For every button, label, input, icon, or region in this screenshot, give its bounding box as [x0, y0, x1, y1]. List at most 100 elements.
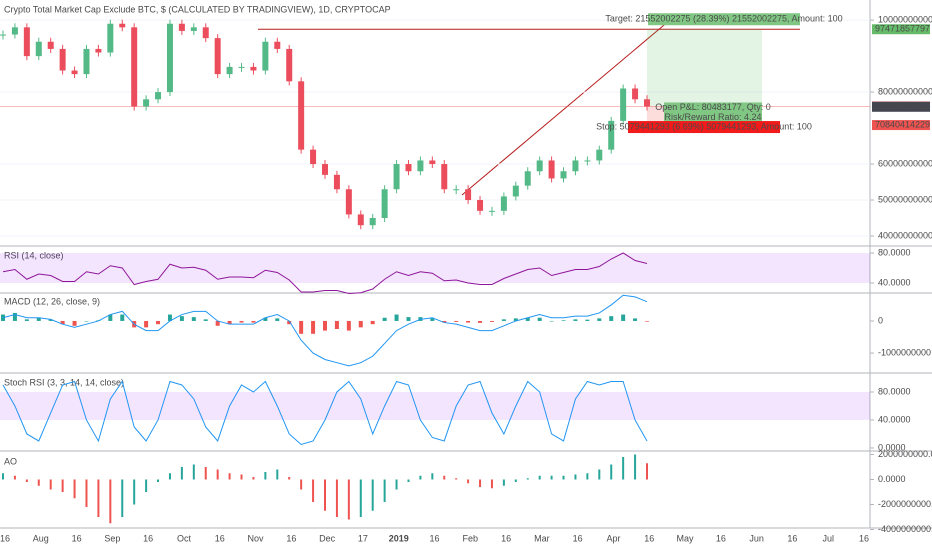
- ao-bar: [431, 473, 434, 480]
- candle: [405, 164, 412, 172]
- candle: [35, 41, 42, 57]
- candle: [512, 185, 519, 197]
- price-tag: [872, 120, 930, 131]
- candle: [429, 160, 436, 165]
- y-tick-label: -2000000000.0000: [878, 499, 932, 509]
- y-tick-label: 40.0000: [878, 277, 911, 287]
- candle: [310, 149, 317, 165]
- histogram-bar: [346, 320, 351, 331]
- candle: [453, 189, 460, 191]
- ao-bar: [264, 472, 267, 480]
- histogram-bar: [12, 312, 17, 321]
- histogram-bar: [60, 320, 65, 325]
- histogram-bar: [144, 320, 149, 328]
- y-tick-label: -1000000000: [878, 347, 931, 357]
- histogram-bar: [120, 314, 125, 321]
- histogram-bar: [108, 314, 113, 321]
- ao-bar: [97, 479, 100, 517]
- x-tick-label: Apr: [606, 533, 620, 543]
- indicator-line: [2, 252, 648, 295]
- histogram-bar: [454, 320, 459, 322]
- y-tick-label: 100000000000: [878, 15, 932, 25]
- ao-bar: [240, 474, 243, 480]
- ao-bar: [538, 475, 541, 480]
- histogram-bar: [370, 320, 375, 325]
- candle: [190, 27, 197, 31]
- stop-tag: [628, 121, 780, 134]
- x-tick-label: 16: [72, 533, 82, 543]
- candle: [500, 196, 507, 211]
- candle: [0, 34, 6, 36]
- ao-bar: [502, 479, 505, 486]
- pnl-tag: [664, 102, 762, 123]
- histogram-bar: [382, 317, 387, 321]
- band: [0, 391, 870, 420]
- histogram-bar: [299, 320, 304, 334]
- histogram-bar: [263, 317, 268, 321]
- candle: [441, 164, 448, 190]
- histogram-bar: [621, 314, 626, 321]
- candle: [178, 23, 185, 31]
- histogram-bar: [394, 314, 399, 321]
- candle: [333, 174, 340, 190]
- candle: [119, 23, 126, 28]
- x-tick-label: 16: [143, 533, 153, 543]
- x-tick-label: Jun: [749, 533, 764, 543]
- x-tick-label: 16: [286, 533, 296, 543]
- histogram-bar: [275, 318, 280, 321]
- candle: [131, 27, 138, 107]
- candle: [477, 200, 484, 211]
- candle: [322, 164, 328, 175]
- stop-label: Stop: 5079441293 (6.69%) 5079441293, Amo…: [596, 121, 812, 131]
- x-tick-label: 16: [573, 533, 583, 543]
- histogram-bar: [203, 319, 208, 321]
- ao-bar: [49, 479, 52, 490]
- histogram-bar: [513, 318, 518, 321]
- candle: [214, 38, 221, 75]
- histogram-bar: [489, 320, 494, 322]
- candle: [488, 210, 495, 212]
- pane-title: MACD (12, 26, close, 9): [4, 296, 100, 306]
- histogram-bar: [466, 320, 471, 323]
- ao-bar: [514, 479, 517, 482]
- histogram-bar: [179, 316, 184, 321]
- x-tick-label: 16: [0, 533, 10, 543]
- ao-bar: [467, 479, 470, 484]
- x-tick-label: Mar: [534, 533, 550, 543]
- candle: [345, 189, 352, 215]
- histogram-bar: [633, 318, 638, 321]
- ao-bar: [288, 477, 291, 480]
- candle: [107, 23, 114, 53]
- candle: [155, 92, 162, 100]
- candle: [202, 27, 209, 39]
- chart-title: Crypto Total Market Cap Exclude BTC, $ (…: [4, 4, 391, 14]
- macd-line: [2, 294, 648, 367]
- ao-bar: [646, 463, 648, 480]
- histogram-bar: [191, 317, 196, 321]
- candle: [584, 160, 591, 162]
- y-tick-label: 40.0000: [878, 414, 911, 424]
- x-tick-label: Dec: [319, 533, 336, 543]
- ao-bar: [252, 477, 255, 480]
- ao-bar: [61, 479, 64, 492]
- candle: [632, 88, 639, 100]
- pane-title: RSI (14, close): [4, 250, 64, 260]
- candle: [298, 81, 305, 150]
- histogram-bar: [36, 317, 41, 321]
- candle: [560, 171, 567, 179]
- histogram-bar: [24, 319, 29, 321]
- histogram-bar: [323, 320, 327, 331]
- histogram-bar: [549, 320, 554, 322]
- price-tag-label: 75919855522: [875, 101, 930, 111]
- histogram-bar: [478, 320, 483, 323]
- candle: [524, 171, 531, 186]
- ao-bar: [192, 464, 195, 480]
- candle: [250, 66, 257, 71]
- ao-bar: [121, 479, 124, 517]
- histogram-bar: [334, 320, 339, 329]
- histogram-bar: [501, 319, 506, 321]
- candle: [417, 160, 424, 172]
- ao-bar: [479, 479, 482, 487]
- ao-bar: [383, 479, 386, 502]
- ao-bar: [371, 479, 374, 511]
